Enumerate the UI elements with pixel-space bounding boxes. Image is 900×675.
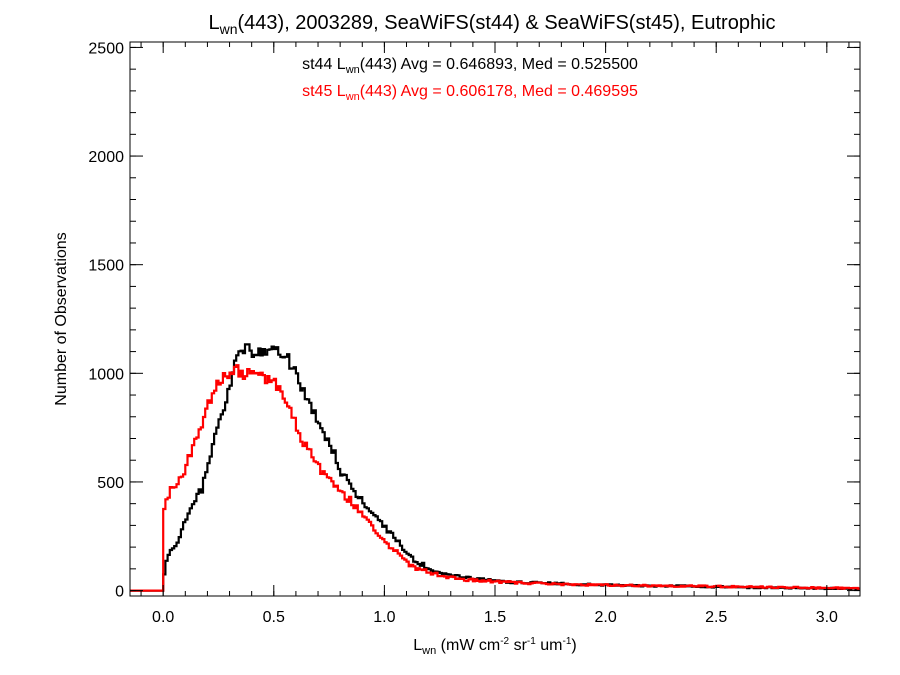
x-tick-label: 0.0 [152, 609, 174, 626]
y-tick-label: 1000 [88, 366, 124, 383]
x-tick-label: 2.0 [594, 609, 616, 626]
x-tick-label: 3.0 [816, 609, 838, 626]
y-axis-label: Number of Observations [53, 232, 70, 405]
x-tick-label: 2.5 [705, 609, 727, 626]
y-tick-label: 0 [115, 584, 124, 601]
chart-title-prefix: L [208, 12, 219, 34]
series-layer [130, 343, 860, 592]
annotation-st45: st45 Lwn(443) Avg = 0.606178, Med = 0.46… [302, 83, 638, 103]
chart-title-subscript: wn [219, 21, 238, 37]
series-st44-histogram [130, 343, 860, 592]
chart-title: Lwn(443), 2003289, SeaWiFS(st44) & SeaWi… [208, 12, 775, 37]
y-tick-label: 2500 [88, 40, 124, 57]
annotation-st44: st44 Lwn(443) Avg = 0.646893, Med = 0.52… [302, 56, 638, 76]
y-tick-label: 500 [97, 475, 124, 492]
series-st45-histogram [130, 364, 860, 592]
y-tick-label: 2000 [88, 149, 124, 166]
chart-title-rest: (443), 2003289, SeaWiFS(st44) & SeaWiFS(… [238, 12, 776, 34]
legend-annotations: st44 Lwn(443) Avg = 0.646893, Med = 0.52… [302, 56, 638, 103]
plot-frame [129, 41, 861, 597]
x-axis: 0.0 0.5 1.0 1.5 2.0 2.5 3.0 [140, 42, 850, 626]
y-tick-label: 1500 [88, 258, 124, 275]
x-tick-label: 1.5 [484, 609, 506, 626]
x-tick-label: 0.5 [263, 609, 285, 626]
y-axis: 0 500 1000 1500 2000 2500 [88, 40, 860, 601]
x-tick-label: 1.0 [373, 609, 395, 626]
x-axis-label: Lwn (mW cm-2 sr-1 um-1) [413, 636, 576, 657]
